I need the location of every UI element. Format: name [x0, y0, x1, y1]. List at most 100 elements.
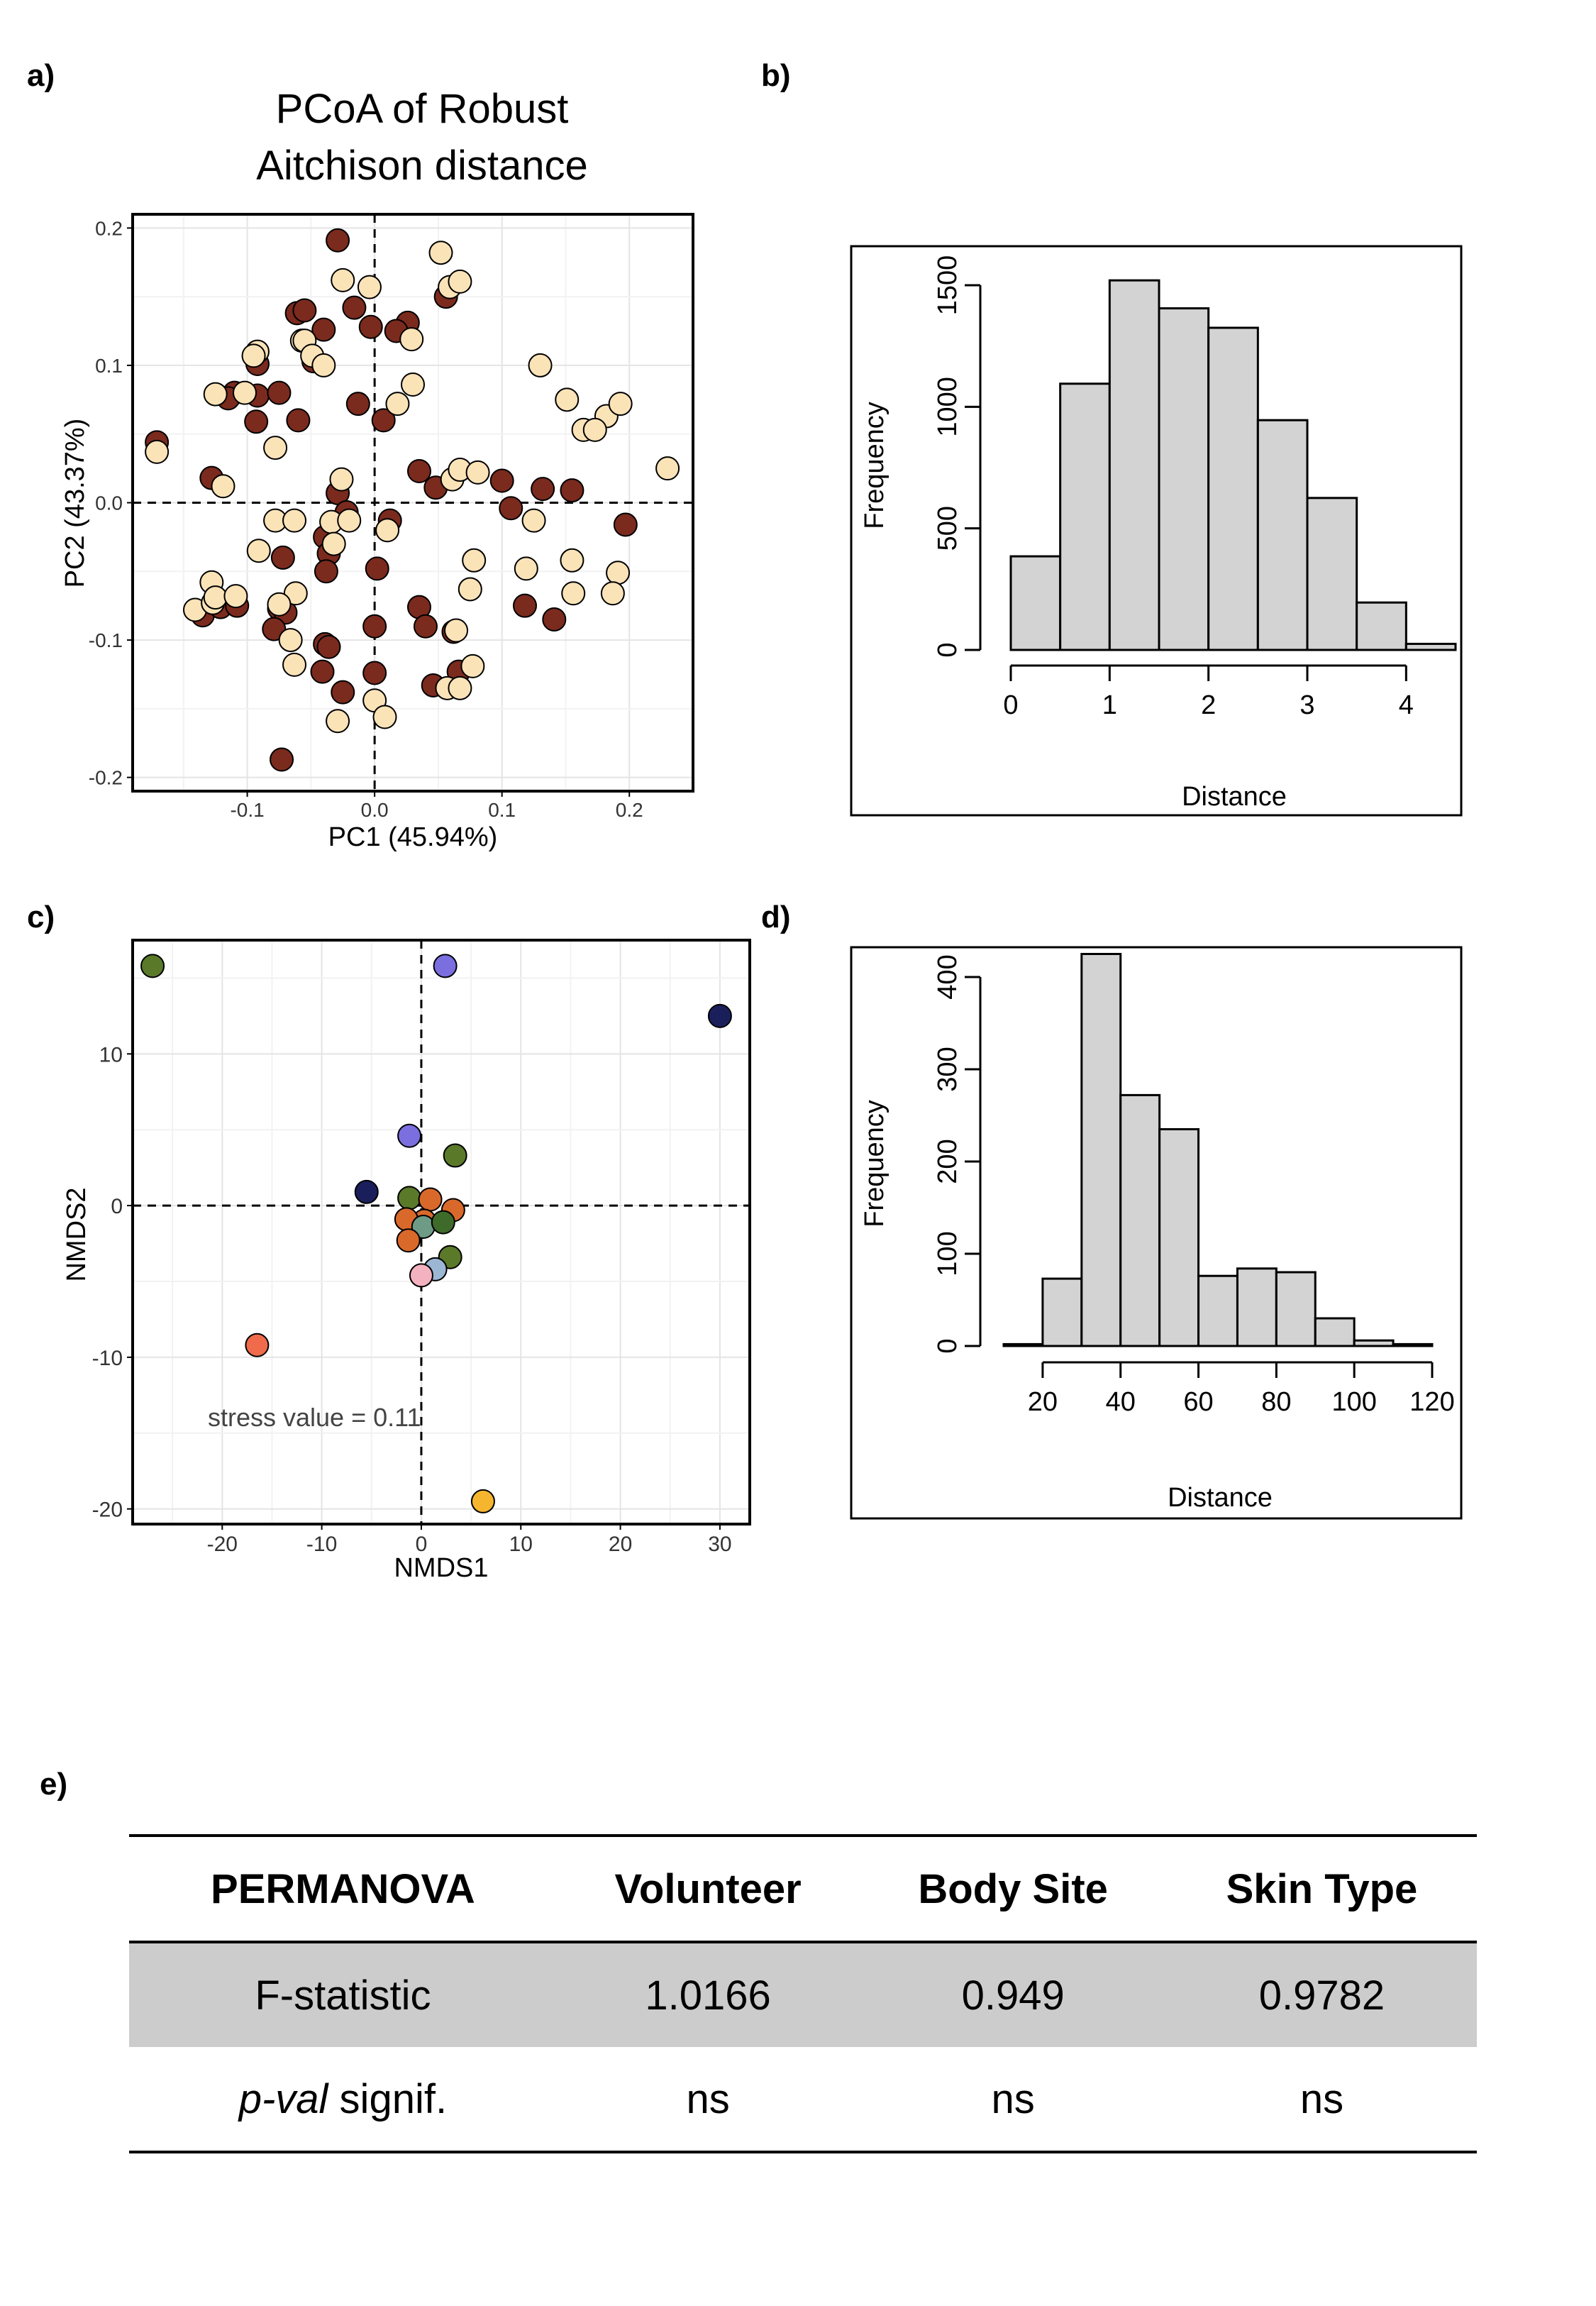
data-point — [337, 508, 362, 533]
data-point — [448, 269, 472, 294]
x-tick-label: 2 — [1201, 690, 1216, 720]
histogram-b: 0 1 2 3 4 0 500 1000 1500 Distance Frequency — [850, 245, 1463, 817]
figure-canvas: PCoA of Robust Aitchison distance -0.1 0.… — [60, 86, 1463, 1583]
pcoa-title-line1: PCoA of Robust — [276, 86, 569, 132]
data-point — [396, 1228, 421, 1253]
data-point — [326, 709, 350, 734]
y-tick-label: 200 — [933, 1139, 963, 1184]
data-point — [560, 478, 584, 503]
data-point — [448, 675, 472, 700]
histogram-bar — [1197, 1274, 1238, 1347]
data-point — [211, 474, 235, 499]
y-tick-label: 500 — [933, 506, 963, 551]
x-tick-label: 4 — [1399, 690, 1414, 720]
data-point — [267, 380, 292, 405]
y-tick-label: 1000 — [933, 377, 963, 437]
y-tick-label: 100 — [933, 1231, 963, 1276]
x-tick-label: -0.1 — [230, 799, 264, 821]
x-tick-label: 40 — [1106, 1387, 1136, 1417]
x-tick-label: -20 — [207, 1533, 238, 1556]
data-point — [357, 275, 382, 299]
nmds-x-label: NMDS1 — [394, 1553, 488, 1583]
histogram-d-x-label: Distance — [1168, 1483, 1273, 1513]
data-point — [372, 705, 397, 729]
histogram-bar — [1306, 497, 1358, 651]
pcoa-title-line2: Aitchison distance — [256, 143, 587, 189]
data-point — [409, 1263, 433, 1288]
data-point — [342, 295, 367, 320]
data-point — [465, 460, 490, 485]
data-point — [241, 343, 266, 368]
nmds-frame — [131, 939, 751, 1526]
histogram-d: 20 40 60 80 100 120 0 100 200 300 400 Distance Fre… — [850, 946, 1463, 1520]
pcoa-x-label: PC1 (45.94%) — [328, 822, 498, 852]
data-point — [613, 512, 638, 537]
table-row-label: F-statistic — [129, 1942, 557, 2047]
x-tick-label: 0.2 — [616, 799, 643, 821]
data-point — [444, 618, 469, 643]
data-point — [246, 539, 271, 563]
table-header-cell: Volunteer — [556, 1834, 860, 1943]
histogram-bar — [1392, 1342, 1434, 1347]
data-point — [655, 456, 680, 481]
table-cell: 1.0166 — [556, 1942, 860, 2047]
data-point — [560, 548, 584, 573]
x-tick-label: 3 — [1299, 690, 1314, 720]
panel-label-d: d) — [761, 900, 791, 934]
data-point — [316, 634, 341, 659]
histogram-bar — [1002, 1342, 1044, 1347]
y-tick-label: 0 — [933, 642, 963, 657]
data-point — [270, 747, 294, 772]
data-point — [462, 548, 487, 573]
y-tick-label: -0.1 — [89, 629, 123, 651]
x-tick-label: 0 — [1003, 690, 1018, 720]
data-point — [145, 439, 170, 464]
table-row: F-statistic 1.0166 0.949 0.9782 — [129, 1942, 1477, 2047]
histogram-b-y-label: Frequency — [860, 402, 890, 529]
y-tick-label: -10 — [92, 1347, 123, 1370]
data-point — [331, 267, 355, 292]
data-point — [310, 659, 335, 684]
data-point — [263, 436, 288, 460]
data-point — [354, 1179, 379, 1204]
y-tick-label: 0.2 — [95, 217, 123, 239]
data-point — [555, 387, 580, 412]
histogram-bar — [1158, 307, 1210, 651]
table-header-row: PERMANOVA Volunteer Body Site Skin Type — [129, 1834, 1477, 1943]
y-tick-label: 1500 — [933, 255, 963, 316]
x-tick-label: -10 — [306, 1533, 337, 1556]
panel-label-b: b) — [761, 58, 791, 93]
data-point — [600, 581, 625, 606]
pval-label-rest: signif. — [328, 2075, 448, 2122]
data-point — [282, 652, 307, 677]
histogram-bar — [1314, 1317, 1356, 1347]
data-point — [321, 531, 346, 556]
histogram-b-x-label: Distance — [1182, 782, 1287, 812]
data-point — [375, 518, 400, 543]
table-row-label: p-val signif. — [129, 2047, 557, 2153]
data-point — [431, 1210, 455, 1235]
nmds-plot: stress value = 0.11 -20 -10 0 10 20 30 -20 -10 0… — [62, 939, 751, 1583]
x-tick-label: 20 — [1028, 1387, 1058, 1417]
data-point — [292, 298, 317, 323]
table-header-cell: Body Site — [859, 1834, 1167, 1943]
histogram-bar — [1353, 1339, 1395, 1347]
histogram-bar — [1059, 382, 1111, 651]
data-point — [223, 584, 248, 609]
data-point — [286, 408, 311, 433]
y-tick-label: 10 — [99, 1043, 123, 1066]
nmds-stress-annotation: stress value = 0.11 — [208, 1403, 421, 1432]
x-tick-label: 1 — [1102, 690, 1117, 720]
histogram-bar — [1236, 1267, 1278, 1347]
histogram-d-y-label: Frequency — [860, 1100, 890, 1228]
data-point — [262, 617, 287, 641]
y-tick-label: 0.0 — [95, 492, 123, 514]
data-point — [418, 1187, 443, 1212]
data-point — [326, 228, 350, 253]
data-point — [329, 467, 354, 492]
y-tick-label: 0 — [933, 1338, 963, 1353]
histogram-bar — [1356, 601, 1407, 651]
data-point — [385, 392, 410, 416]
histogram-bar — [1009, 555, 1062, 651]
data-point — [270, 545, 295, 570]
